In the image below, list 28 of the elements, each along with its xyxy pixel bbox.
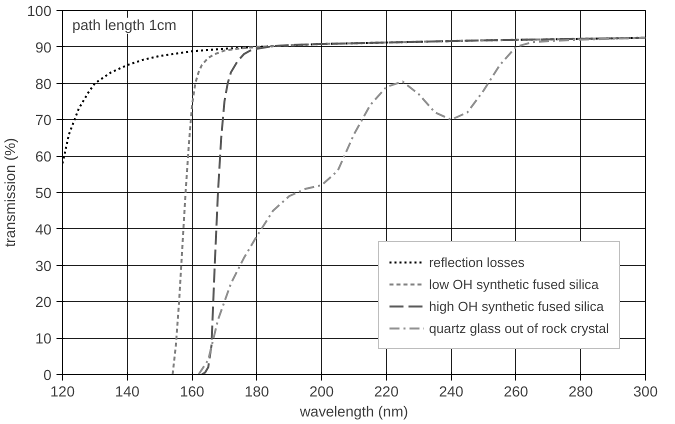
x-tick-label: 220 bbox=[374, 384, 399, 400]
x-tick-label: 260 bbox=[504, 384, 528, 400]
y-tick-label: 30 bbox=[35, 258, 52, 275]
y-tick-label: 0 bbox=[43, 368, 52, 384]
x-tick-label: 140 bbox=[115, 384, 140, 400]
legend-label: quartz glass out of rock crystal bbox=[428, 320, 609, 336]
x-tick-label: 120 bbox=[50, 384, 75, 400]
x-tick-label: 180 bbox=[244, 384, 270, 400]
x-tick-label: 280 bbox=[568, 384, 593, 400]
x-tick-label: 300 bbox=[633, 384, 658, 400]
x-tick-label: 240 bbox=[438, 384, 464, 400]
legend-label: reflection losses bbox=[428, 254, 525, 270]
y-tick-label: 100 bbox=[27, 4, 52, 20]
y-tick-label: 10 bbox=[35, 332, 52, 348]
y-tick-label: 20 bbox=[35, 295, 52, 312]
y-tick-label: 50 bbox=[35, 186, 52, 202]
legend-label: high OH synthetic fused silica bbox=[428, 298, 604, 314]
y-tick-label: 70 bbox=[35, 113, 52, 130]
annotation: path length 1cm bbox=[72, 18, 177, 34]
y-tick-label: 90 bbox=[35, 40, 52, 56]
y-axis-title: transmission (%) bbox=[3, 138, 20, 248]
y-tick-label: 80 bbox=[35, 76, 52, 93]
y-tick-label: 60 bbox=[35, 150, 52, 166]
legend-label: low OH synthetic fused silica bbox=[428, 276, 599, 292]
x-axis-title: wavelength (nm) bbox=[298, 404, 408, 420]
x-tick-label: 160 bbox=[180, 384, 204, 400]
x-tick-label: 200 bbox=[309, 384, 334, 400]
y-tick-label: 40 bbox=[35, 222, 52, 238]
